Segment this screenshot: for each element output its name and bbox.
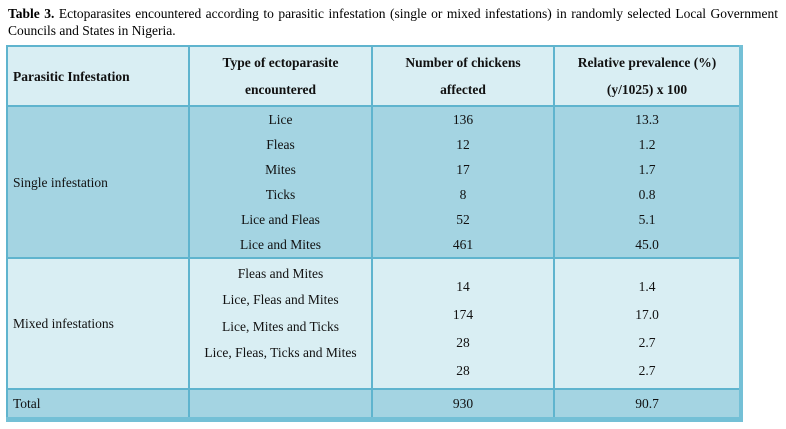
cell-type: Lice, Fleas and Mites (222, 292, 339, 308)
header-relative-prevalence: Relative prevalence (%) (y/1025) x 100 (553, 46, 741, 107)
cell-prevalence: 1.2 (553, 132, 741, 157)
cell-type-stack: Fleas and Mites Lice, Fleas and Mites Li… (188, 257, 372, 390)
cell-type: Lice and Fleas (188, 207, 372, 232)
table-header-row: Parasitic Infestation Type of ectoparasi… (7, 46, 741, 107)
cell-prevalence: 5.1 (553, 207, 741, 232)
cell-prevalence: 2.7 (638, 363, 656, 378)
header-text: affected (440, 82, 486, 97)
table-row: Mixed infestations Fleas and Mites Lice,… (7, 257, 741, 390)
header-text: Type of ectoparasite (222, 55, 339, 70)
header-parasitic-infestation: Parasitic Infestation (7, 46, 189, 107)
cell-type: Mites (188, 157, 372, 182)
header-text: encountered (245, 82, 316, 97)
cell-type: Lice, Mites and Ticks (222, 318, 339, 334)
cell-chickens: 17 (371, 157, 554, 182)
cell-prevalence: 45.0 (553, 232, 741, 258)
cell-type: Lice, Fleas, Ticks and Mites (204, 345, 357, 361)
section-label-single-infestation: Single infestation (7, 106, 189, 258)
cell-chickens: 52 (371, 207, 554, 232)
header-text: Relative prevalence (%) (577, 55, 717, 70)
cell-chickens: 174 (452, 307, 474, 322)
table-row: Single infestation Lice 136 13.3 (7, 106, 741, 258)
total-chickens: 930 (371, 389, 554, 420)
table-row: Mites 17 1.7 (7, 157, 741, 182)
table-caption: Table 3. Ectoparasites encountered accor… (8, 5, 778, 39)
cell-chickens: 12 (371, 132, 554, 157)
total-label: Total (7, 389, 189, 420)
header-text: Number of chickens (405, 55, 521, 70)
cell-prevalence: 13.3 (553, 106, 741, 132)
header-text: (y/1025) x 100 (606, 82, 688, 97)
cell-type: Ticks (188, 182, 372, 207)
header-number-of-chickens: Number of chickens affected (371, 46, 554, 107)
total-type-empty (188, 389, 372, 420)
cell-chickens: 28 (456, 363, 470, 378)
cell-chickens: 8 (371, 182, 554, 207)
cell-chickens-stack: 14 174 28 28 (371, 257, 554, 390)
table-caption-label: Table 3. (8, 6, 55, 21)
cell-prevalence: 1.7 (553, 157, 741, 182)
header-text: Parasitic Infestation (13, 68, 130, 84)
table-row: Ticks 8 0.8 (7, 182, 741, 207)
cell-type: Fleas and Mites (237, 266, 324, 281)
cell-chickens: 461 (371, 232, 554, 258)
total-prevalence: 90.7 (553, 389, 741, 420)
cell-prevalence: 1.4 (638, 279, 656, 294)
table-row: Lice and Mites 461 45.0 (7, 232, 741, 258)
cell-type: Lice (188, 106, 372, 132)
cell-type: Fleas (188, 132, 372, 157)
cell-type: Lice and Mites (188, 232, 372, 258)
ectoparasites-table: Parasitic Infestation Type of ectoparasi… (6, 45, 743, 422)
cell-chickens: 14 (456, 279, 470, 294)
cell-prevalence: 2.7 (638, 335, 656, 350)
cell-chickens: 28 (456, 335, 470, 350)
cell-prevalence: 17.0 (635, 307, 659, 322)
cell-prevalence-stack: 1.4 17.0 2.7 2.7 (553, 257, 741, 390)
section-label-mixed-infestations: Mixed infestations (7, 257, 189, 390)
table-caption-text: Ectoparasites encountered according to p… (8, 6, 779, 38)
header-type-of-ectoparasite: Type of ectoparasite encountered (188, 46, 372, 107)
table-total-row: Total 930 90.7 (7, 389, 741, 420)
cell-chickens: 136 (371, 106, 554, 132)
cell-prevalence: 0.8 (553, 182, 741, 207)
table-row: Fleas 12 1.2 (7, 132, 741, 157)
table-row: Lice and Fleas 52 5.1 (7, 207, 741, 232)
